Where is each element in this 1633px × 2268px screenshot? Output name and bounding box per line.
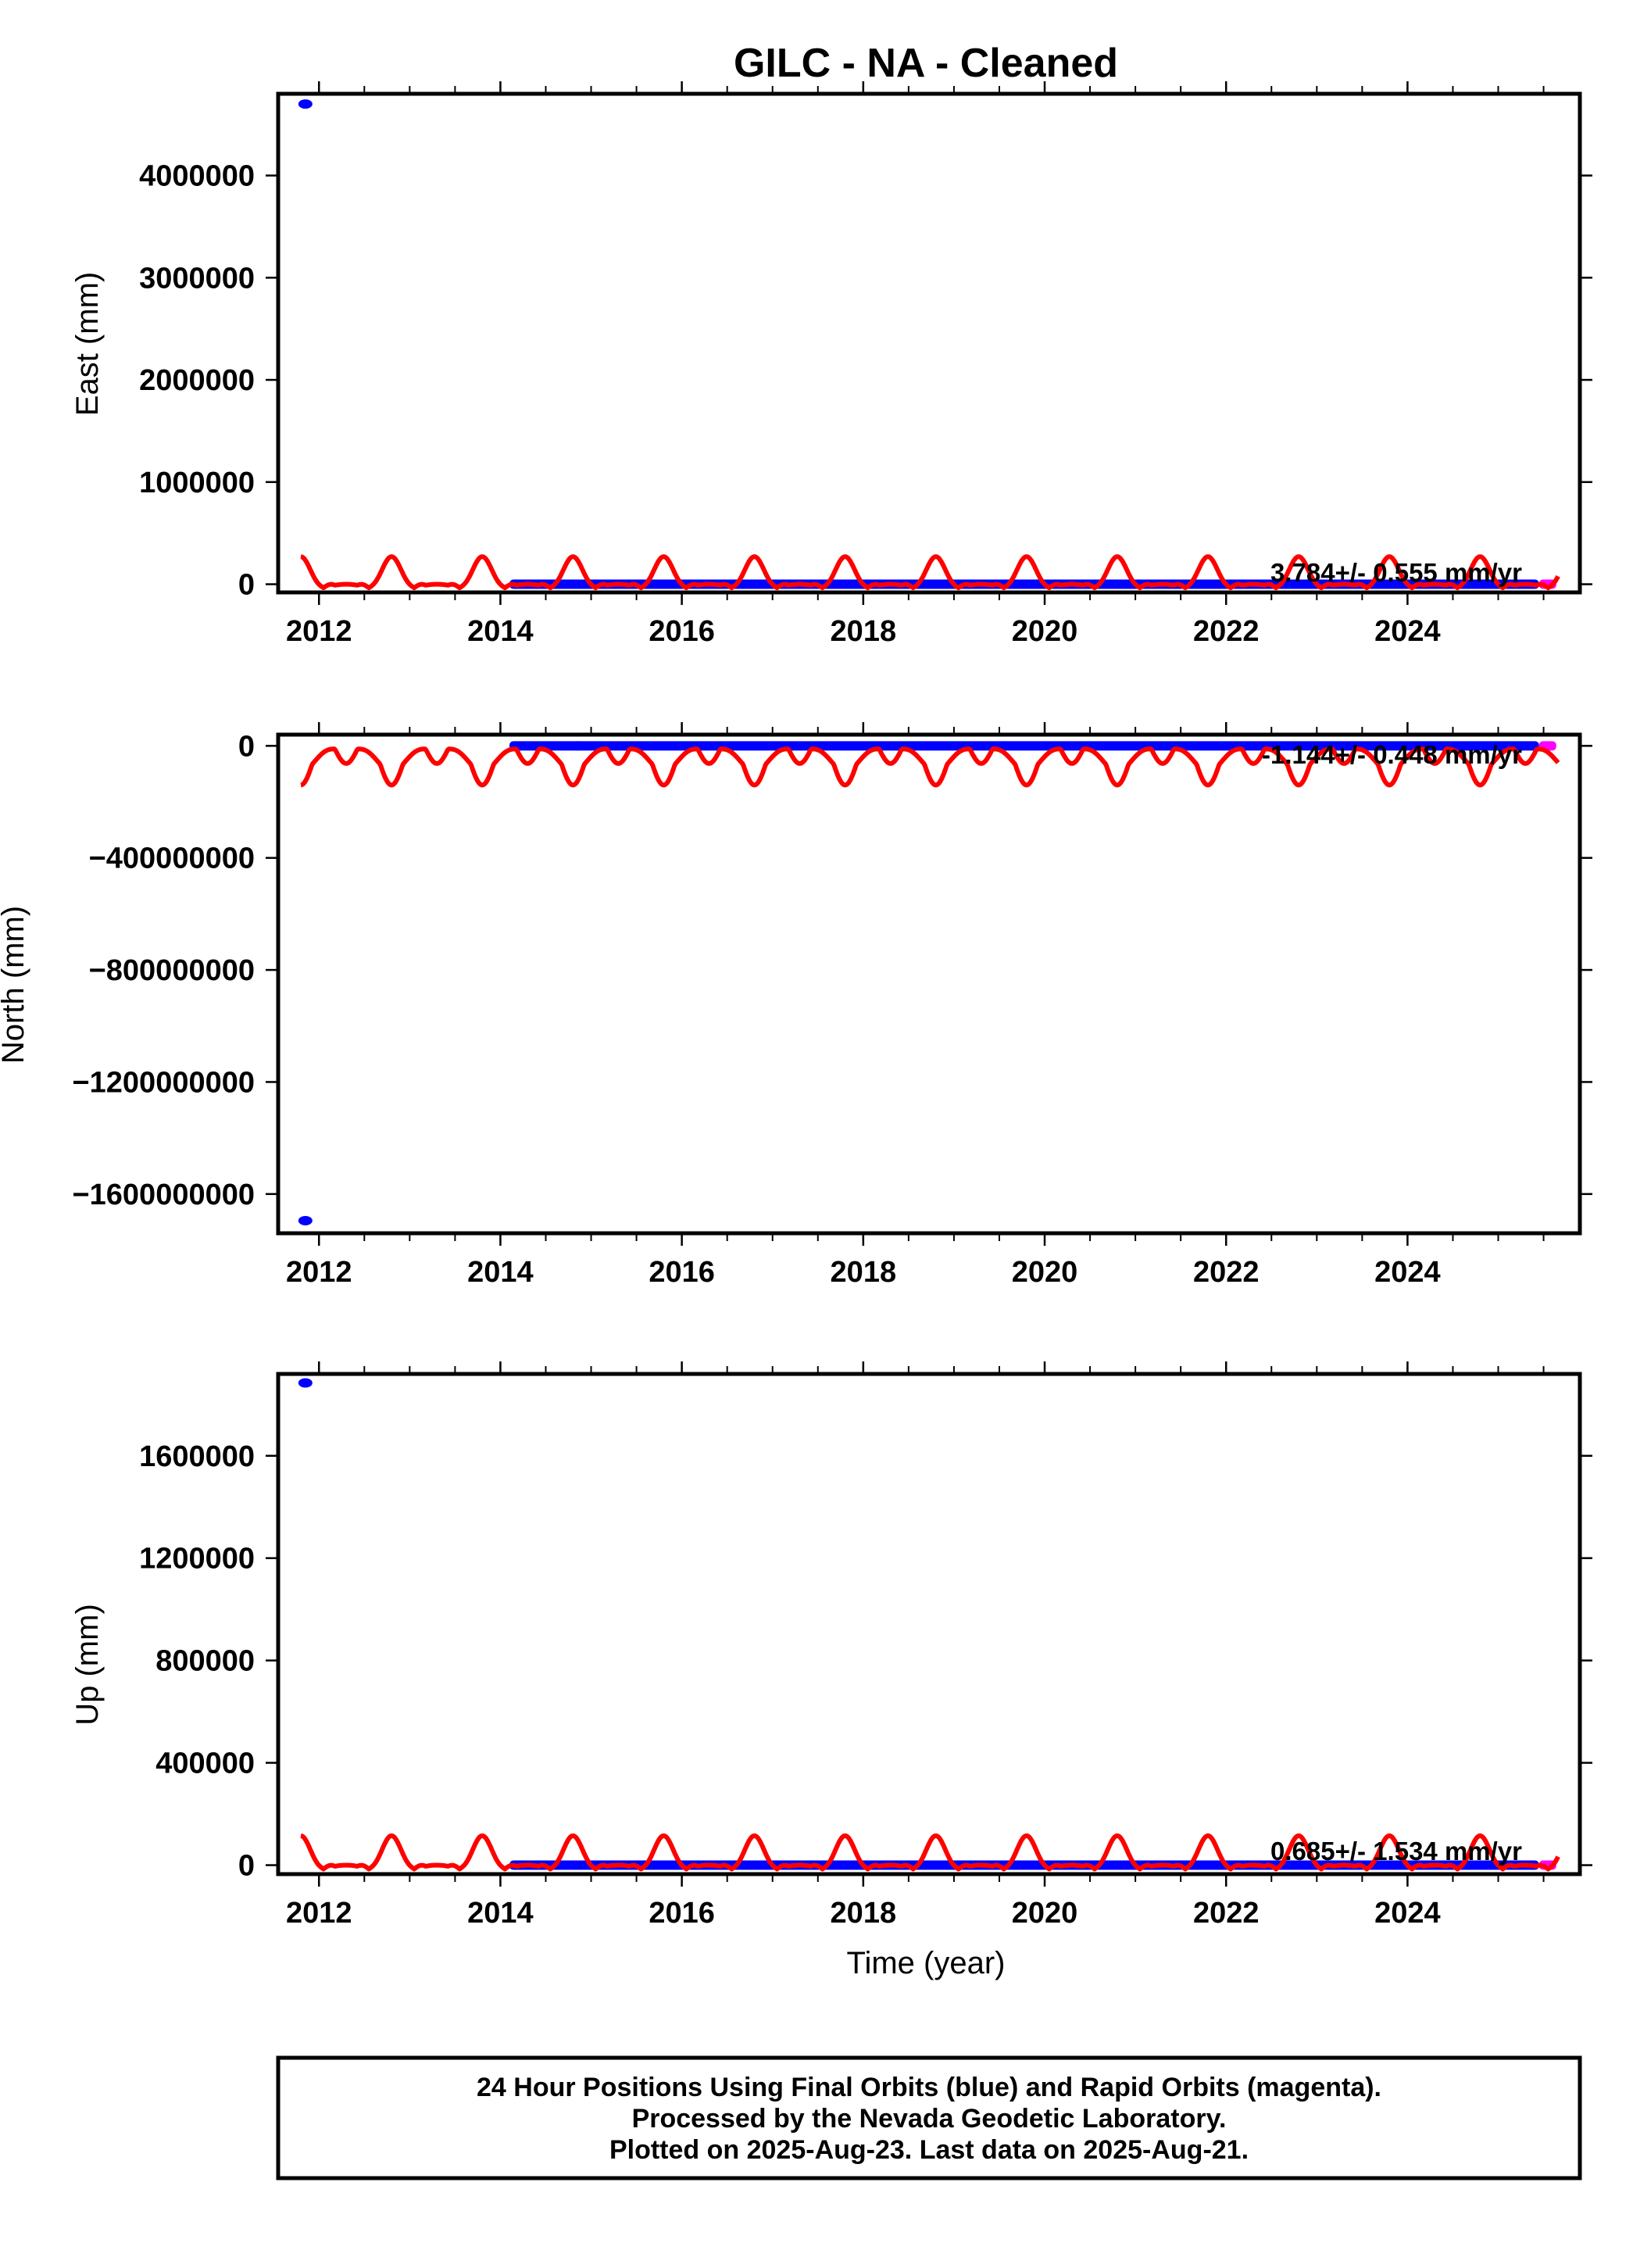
east-y-tick-label: 4000000: [139, 160, 255, 193]
east-x-tick-label: 2020: [1012, 615, 1078, 648]
up-plot-layer: 2012 2014 2016 2018 2020 2022 2024 0 400000 80000…: [139, 1361, 1592, 1930]
up-ylabel: Up (mm): [70, 1604, 105, 1726]
north-x-tick-label: 2022: [1193, 1256, 1260, 1289]
footer-line-2: Processed by the Nevada Geodetic Laborat…: [632, 2104, 1227, 2134]
north-rate-label: -1.144+/- 0.448 mm/yr: [1262, 740, 1522, 769]
east-ylabel: East (mm): [70, 272, 105, 416]
up-outlier-point: [298, 1378, 313, 1388]
time-xlabel: Time (year): [847, 1946, 1006, 1980]
north-y-tick-label: 0: [238, 730, 255, 763]
north-panel: 2012 2014 2016 2018 2020 2022 2024 0 −400000000 −…: [0, 722, 1592, 1289]
east-x-tick-label: 2018: [831, 615, 897, 648]
east-x-tick-label: 2022: [1193, 615, 1260, 648]
up-x-tick-label: 2022: [1193, 1897, 1260, 1930]
chart-title: GILC - NA - Cleaned: [734, 41, 1118, 86]
north-x-tick-label: 2020: [1012, 1256, 1078, 1289]
east-y-tick-label: 1000000: [139, 467, 255, 499]
east-y-tick-label: 3000000: [139, 262, 255, 295]
up-isolated-point: [571, 1860, 584, 1870]
east-seasonal-model-curve: [299, 554, 1560, 591]
up-y-tick-label: 1200000: [139, 1543, 255, 1576]
up-panel: 2012 2014 2016 2018 2020 2022 2024 0 400000 80000…: [70, 1361, 1592, 1930]
up-x-tick-label: 2012: [286, 1897, 352, 1930]
north-y-tick-label: −800000000: [89, 954, 255, 987]
east-isolated-point: [571, 579, 584, 589]
east-panel: 2012 2014 2016 2018 2020 2022 2024 0 1000000 2000…: [70, 81, 1592, 648]
up-y-tick-label: 400000: [155, 1748, 255, 1780]
up-x-tick-label: 2018: [831, 1897, 897, 1930]
north-x-tick-label: 2024: [1374, 1256, 1441, 1289]
north-ylabel: North (mm): [0, 906, 30, 1064]
up-rate-label: 0.685+/- 1.534 mm/yr: [1270, 1837, 1522, 1866]
up-x-tick-label: 2024: [1374, 1897, 1441, 1930]
footer-line-3: Plotted on 2025-Aug-23. Last data on 202…: [609, 2135, 1249, 2165]
up-y-tick-label: 0: [238, 1850, 255, 1883]
east-y-tick-label: 0: [238, 569, 255, 602]
north-y-tick-label: −1600000000: [72, 1179, 255, 1211]
east-y-tick-label: 2000000: [139, 364, 255, 397]
up-y-tick-label: 800000: [155, 1645, 255, 1678]
north-final-orbit-points: [509, 741, 1539, 751]
north-x-tick-label: 2012: [286, 1256, 352, 1289]
footer-line-1: 24 Hour Positions Using Final Orbits (bl…: [477, 2073, 1381, 2102]
up-x-tick-label: 2016: [649, 1897, 715, 1930]
east-plot-frame: [276, 91, 1582, 595]
up-y-tick-label: 1600000: [139, 1440, 255, 1473]
north-y-tick-label: −400000000: [89, 842, 255, 875]
east-plot-layer: 2012 2014 2016 2018 2020 2022 2024 0 1000000 2000…: [139, 81, 1592, 648]
east-outlier-point: [298, 99, 313, 109]
north-x-tick-label: 2014: [467, 1256, 534, 1289]
north-plot-frame: [276, 732, 1582, 1236]
north-x-tick-label: 2018: [831, 1256, 897, 1289]
north-y-tick-label: −1200000000: [72, 1066, 255, 1099]
up-x-tick-label: 2020: [1012, 1897, 1078, 1930]
up-seasonal-model-curve: [299, 1833, 1560, 1872]
north-isolated-point: [571, 741, 584, 751]
footer-box: 24 Hour Positions Using Final Orbits (bl…: [276, 2055, 1582, 2180]
east-x-tick-label: 2016: [649, 615, 715, 648]
footer-frame: [276, 2055, 1582, 2180]
east-rate-label: 3.784+/- 0.555 mm/yr: [1270, 558, 1522, 587]
up-x-tick-label: 2014: [467, 1897, 534, 1930]
north-x-tick-label: 2016: [649, 1256, 715, 1289]
north-outlier-point: [298, 1215, 313, 1225]
north-seasonal-model-curve: [299, 746, 1560, 788]
east-x-tick-label: 2024: [1374, 615, 1441, 648]
east-x-tick-label: 2014: [467, 615, 534, 648]
up-plot-frame: [276, 1372, 1582, 1876]
north-plot-layer: 2012 2014 2016 2018 2020 2022 2024 0 −400000000 −…: [72, 722, 1592, 1289]
east-x-tick-label: 2012: [286, 615, 352, 648]
